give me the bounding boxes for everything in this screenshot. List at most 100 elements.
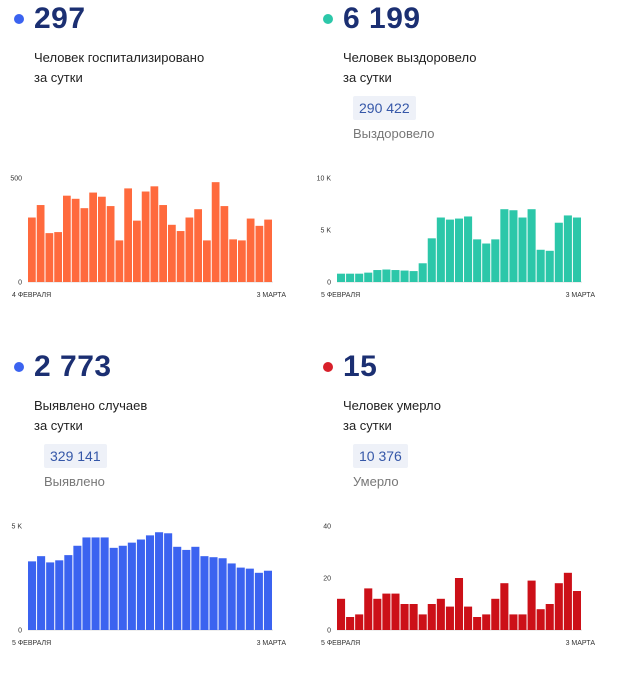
bar: [400, 270, 409, 282]
total-count-chip: 329 141: [44, 444, 107, 468]
bar: [54, 232, 62, 282]
series-dot: [14, 14, 24, 24]
bar: [509, 210, 518, 282]
bar: [63, 195, 71, 282]
bar: [518, 614, 527, 630]
bar: [418, 263, 427, 282]
bar: [427, 238, 436, 282]
bar: [337, 273, 346, 282]
bar: [118, 545, 127, 630]
bar: [464, 216, 473, 282]
bar: [473, 617, 482, 630]
bar: [491, 239, 500, 282]
panel-hospitalized: 297 Человек госпитализировано за сутки 0…: [0, 0, 300, 330]
total-count-chip: 290 422: [353, 96, 416, 120]
bar: [73, 545, 82, 630]
bar: [71, 198, 80, 282]
bar: [200, 556, 209, 630]
bar: [238, 240, 246, 282]
bar: [473, 239, 482, 282]
bar: [98, 196, 106, 282]
bar: [382, 593, 391, 630]
bar: [209, 557, 218, 630]
bar: [572, 217, 581, 282]
bar: [80, 208, 89, 282]
bar: [545, 250, 554, 282]
bar: [391, 270, 400, 282]
bar: [454, 218, 464, 282]
bar: [46, 562, 55, 630]
bar: [236, 567, 245, 630]
bar-chart-hospitalized: 0 500 4 ФЕВРАЛЯ 3 МАРТА: [10, 176, 287, 300]
y-tick-label: 5 K: [11, 524, 22, 531]
bar: [391, 593, 400, 630]
y-tick-label: 40: [323, 524, 331, 531]
period-label: за сутки: [34, 70, 83, 85]
bar: [245, 568, 254, 630]
x-tick-label-start: 5 ФЕВРАЛЯ: [321, 640, 360, 647]
panel-recovered: 6 199 Человек выздоровело за сутки 290 4…: [309, 0, 609, 330]
x-tick-label-end: 3 МАРТА: [566, 640, 596, 647]
bar: [82, 537, 91, 630]
metric-label: Человек выздоровело: [343, 50, 477, 65]
daily-value: 297: [34, 2, 86, 35]
daily-value: 15: [343, 350, 378, 383]
bar: [382, 269, 391, 282]
bar: [133, 220, 141, 282]
bar: [173, 546, 182, 630]
y-tick-label: 0: [327, 280, 331, 287]
period-label: за сутки: [343, 70, 392, 85]
bar: [100, 537, 109, 630]
bar: [554, 583, 563, 630]
bar: [436, 217, 445, 282]
bar: [554, 222, 563, 282]
y-tick-label: 500: [10, 176, 22, 183]
bar: [64, 555, 73, 630]
bar: [482, 614, 491, 630]
bar-chart-recovered: 0 5 K 10 K 5 ФЕВРАЛЯ 3 МАРТА: [317, 176, 596, 300]
bar: [500, 209, 509, 282]
bar: [491, 598, 500, 630]
bar: [355, 614, 364, 630]
bar: [355, 273, 364, 282]
bar: [45, 233, 54, 282]
total-count-label: Выявлено: [44, 474, 105, 489]
bar: [37, 556, 46, 630]
x-tick-label-start: 5 ФЕВРАЛЯ: [12, 640, 51, 647]
bar: [572, 591, 581, 630]
bar: [150, 186, 159, 282]
bar: [445, 219, 454, 282]
bar: [337, 598, 346, 630]
total-count-label: Выздоровело: [353, 126, 435, 141]
panel-deaths: 15 Человек умерло за сутки 10 376 Умерло…: [309, 348, 609, 678]
bar: [264, 219, 272, 282]
bar: [115, 240, 124, 282]
daily-value: 2 773: [34, 350, 112, 383]
bar: [229, 239, 237, 282]
bar: [185, 217, 194, 282]
bar: [145, 535, 155, 630]
metric-label: Человек умерло: [343, 398, 441, 413]
bar: [218, 558, 227, 630]
bar: [346, 273, 355, 282]
bar: [28, 561, 37, 630]
bar: [220, 206, 229, 282]
bar: [536, 249, 545, 282]
bar: [527, 209, 536, 282]
bar: [427, 604, 436, 630]
x-tick-label-end: 3 МАРТА: [257, 292, 287, 299]
bar: [536, 609, 545, 630]
y-tick-label: 10 K: [317, 176, 332, 183]
y-tick-label: 0: [18, 628, 22, 635]
x-tick-label-end: 3 МАРТА: [257, 640, 287, 647]
bar: [55, 560, 64, 630]
total-count-chip: 10 376: [353, 444, 408, 468]
bar: [36, 205, 45, 282]
x-tick-label-start: 5 ФЕВРАЛЯ: [321, 292, 360, 299]
y-tick-label: 0: [18, 280, 22, 287]
bar: [464, 606, 473, 630]
y-tick-label: 5 K: [320, 228, 331, 235]
bar: [127, 542, 136, 630]
bar: [164, 533, 173, 630]
bar: [28, 217, 36, 282]
